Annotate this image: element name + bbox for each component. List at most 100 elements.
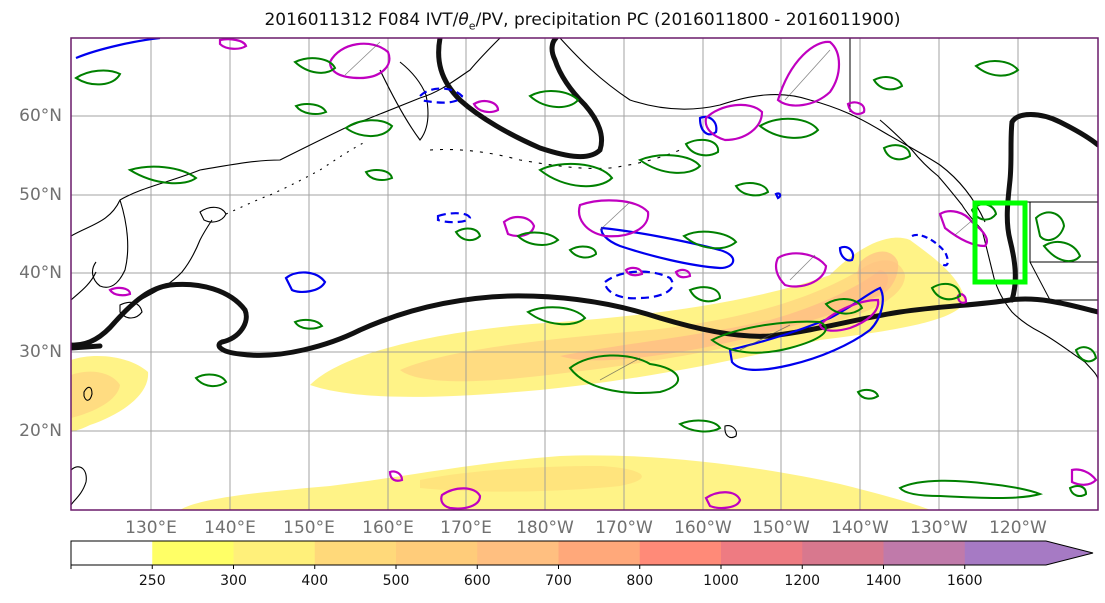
colorbar-segment-1600: [964, 541, 1093, 565]
lat-label-30: 30°N: [19, 342, 62, 362]
colorbar-ticks: [70, 565, 966, 569]
pv-magenta-2: [774, 252, 828, 288]
title-suffix: /PV, precipitation PC (2016011800 - 2016…: [475, 10, 901, 30]
pv-magenta-13: [1070, 468, 1098, 486]
pc-32: [734, 182, 770, 197]
ivt-shading: [71, 237, 965, 510]
coast-hawaii: [724, 425, 737, 439]
ivt-south-band-core: [420, 466, 642, 492]
title-prefix: 2016011312 F084 IVT/: [264, 10, 459, 30]
colorbar-label-1200: 1200: [784, 573, 821, 589]
coast-us-west: [981, 229, 1041, 333]
pc-1: [293, 57, 337, 74]
pc-16: [710, 320, 827, 354]
coast-china-east: [71, 271, 97, 301]
pv-blue-dashed-4: [911, 233, 949, 267]
pc-2: [74, 69, 122, 86]
pv-magenta-12: [472, 100, 500, 114]
colorbar-segment-500: [396, 541, 478, 565]
map-content: [71, 38, 1098, 510]
pc-33: [364, 169, 394, 181]
lon-label-120w: 120°W: [989, 518, 1047, 538]
theta-e-contours: [71, 38, 1098, 358]
pv-magenta-5: [328, 42, 391, 80]
ivt-main-plume-core: [560, 270, 889, 361]
pc-8: [758, 117, 820, 139]
pv-blue-blob-1: [284, 271, 327, 293]
pc-18: [688, 286, 722, 303]
pv-magenta-10: [704, 491, 742, 510]
colorbar-segment-1200: [802, 541, 884, 565]
pc-17: [824, 298, 864, 315]
lat-label-50: 50°N: [19, 185, 62, 205]
pc-26: [1042, 240, 1082, 263]
pc-6: [538, 162, 614, 188]
coast-aleutians: [429, 148, 681, 169]
colorbar-label-700: 700: [545, 573, 572, 589]
theta-e-west: [71, 343, 103, 351]
pv-blue-dot-1: [774, 192, 782, 200]
pv-blue-trough: [728, 286, 884, 371]
ivt-coast-blob: [857, 251, 899, 299]
coast-bc-panhandle: [879, 119, 983, 231]
pv-magenta-1: [578, 199, 650, 238]
ivt-main-plume-mid: [400, 260, 905, 382]
title-theta-sub: e: [468, 19, 476, 33]
colorbar-label-400: 400: [301, 573, 329, 589]
pv-magenta-18: [388, 470, 404, 482]
pc-20: [194, 373, 228, 388]
pc-3: [344, 119, 394, 137]
pv-blue-dashed-2: [436, 212, 472, 224]
colorbar-label-500: 500: [382, 573, 410, 589]
pc-35: [294, 103, 328, 115]
colorbar-segment-800: [639, 541, 722, 565]
colorbar-label-250: 250: [138, 573, 166, 589]
pv-magenta-14: [624, 266, 644, 277]
coast-hokkaido: [199, 206, 227, 223]
theta-e-loop: [436, 38, 605, 160]
lat-label-40: 40°N: [19, 263, 62, 283]
colorbar-label-1600: 1600: [946, 573, 983, 589]
figure-title: 2016011312 F084 IVT/θe/PV, precipitation…: [0, 10, 1105, 32]
colorbar-segment-600: [477, 541, 559, 565]
lon-label-130w: 130°W: [910, 518, 968, 538]
lon-label-130e: 130°E: [125, 518, 177, 538]
pv-magenta-contours: [108, 38, 1098, 510]
coast-mexico: [1039, 331, 1098, 381]
target-region-box: [972, 200, 1028, 285]
lon-label-160w: 160°W: [674, 518, 732, 538]
lon-label-180w: 180°W: [516, 518, 574, 538]
pc-7: [684, 138, 720, 157]
colorbar-segment-250: [152, 541, 234, 565]
pv-magenta-8: [818, 298, 880, 332]
coast-asia-mainland: [71, 38, 501, 237]
colorbar-label-1000: 1000: [703, 573, 739, 589]
colorbar-label-1400: 1400: [865, 573, 902, 589]
coast-alaska: [559, 38, 986, 223]
coast-kamchatka: [379, 61, 429, 141]
pc-34: [1068, 485, 1088, 497]
pv-blue-blob-4: [838, 245, 855, 262]
pv-magenta-19: [956, 293, 968, 304]
pc-19: [293, 318, 324, 330]
pv-blue-contours: [75, 38, 949, 371]
pv-magenta-4: [704, 103, 764, 142]
pc-14: [526, 306, 587, 326]
pc-21: [930, 282, 962, 301]
theta-e-main: [71, 281, 1098, 358]
coast-kuril-chain: [225, 141, 366, 215]
pc-25: [1034, 211, 1066, 242]
ivt-west-plume-core: [71, 371, 120, 418]
pc-12: [682, 230, 738, 250]
lon-label-170e: 170°E: [440, 518, 492, 538]
pv-magenta-3: [776, 40, 841, 107]
colorbar-frame: [70, 540, 1094, 566]
pc-10: [516, 231, 560, 246]
pc-9: [127, 165, 198, 185]
coast-taiwan: [83, 386, 93, 401]
pc-22: [898, 479, 1044, 499]
pv-magenta-6: [502, 216, 536, 237]
pc-29: [882, 144, 912, 161]
precip-pc-contours: [74, 57, 1098, 499]
